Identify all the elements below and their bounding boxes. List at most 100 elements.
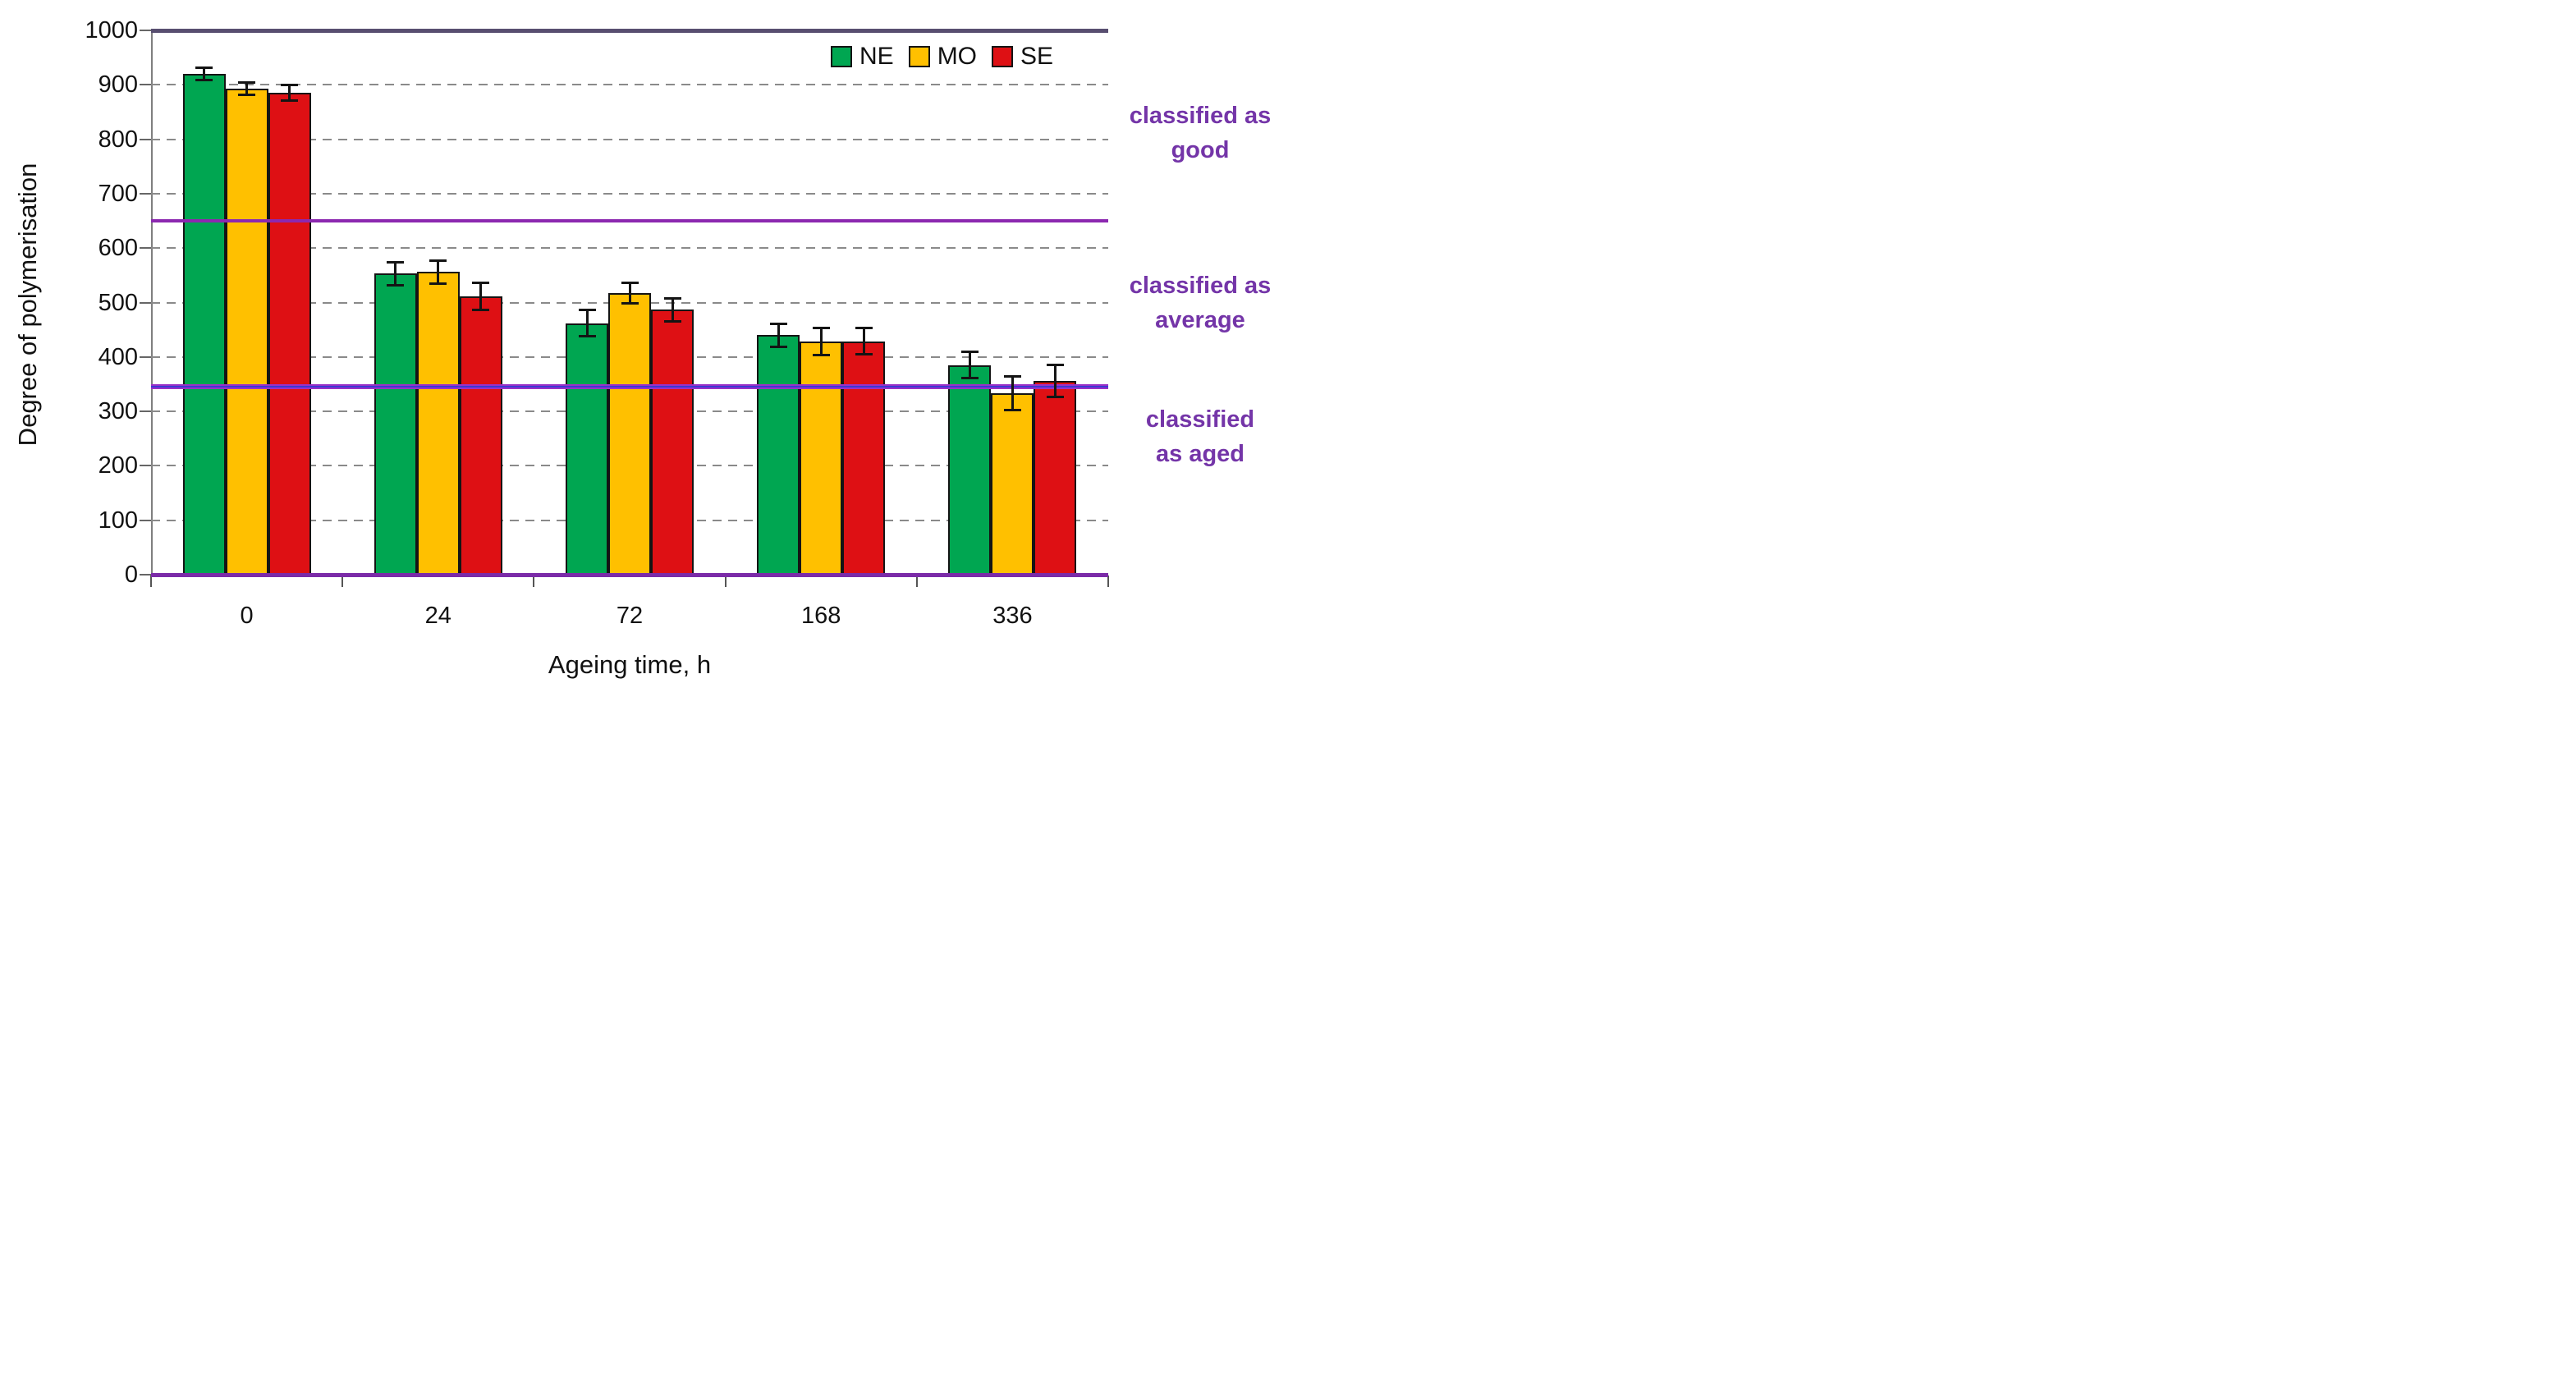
error-cap-bottom-NE-336 <box>960 377 979 380</box>
chart-legend: NE MO SE <box>831 43 1053 71</box>
bar-MO-0 <box>225 88 268 575</box>
zone-label-good-line1: classified as <box>1129 103 1272 129</box>
error-bar-SE-336 <box>1053 365 1057 397</box>
x-tick-label-72: 72 <box>616 603 644 629</box>
gridline-900 <box>151 84 1108 86</box>
y-tick-600 <box>140 247 151 250</box>
error-bar-NE-24 <box>394 261 397 286</box>
error-bar-MO-72 <box>628 282 631 305</box>
y-tick-label-400: 400 <box>98 343 138 370</box>
y-tick-label-1000: 1000 <box>85 17 138 44</box>
error-cap-top-MO-24 <box>429 259 447 262</box>
error-cap-top-MO-0 <box>238 80 256 84</box>
bar-NE-336 <box>948 365 992 575</box>
bar-NE-168 <box>757 335 800 575</box>
y-tick-label-300: 300 <box>98 398 138 425</box>
error-cap-top-SE-336 <box>1046 364 1064 367</box>
legend-label-MO: MO <box>937 43 978 70</box>
error-cap-top-NE-0 <box>195 66 213 70</box>
error-cap-bottom-MO-336 <box>1003 409 1021 412</box>
y-tick-0 <box>140 574 151 575</box>
reference-line-1000 <box>151 28 1108 33</box>
legend-item-SE: SE <box>992 43 1053 71</box>
y-tick-label-900: 900 <box>98 71 138 99</box>
x-tick-100 <box>1107 575 1109 587</box>
y-tick-200 <box>140 465 151 467</box>
bar-NE-0 <box>182 74 226 575</box>
bar-SE-24 <box>459 296 502 575</box>
x-tick-60 <box>724 575 727 587</box>
error-bar-SE-72 <box>671 297 674 322</box>
error-cap-top-SE-24 <box>472 281 490 284</box>
y-tick-label-600: 600 <box>98 235 138 262</box>
y-tick-label-0: 0 <box>124 562 138 588</box>
error-cap-top-MO-168 <box>812 326 830 329</box>
error-cap-top-SE-168 <box>855 326 873 329</box>
error-cap-bottom-SE-336 <box>1046 395 1064 398</box>
reference-line-650 <box>151 219 1108 223</box>
y-tick-1000 <box>140 30 151 31</box>
error-cap-bottom-MO-24 <box>429 282 447 285</box>
error-bar-NE-336 <box>968 351 971 379</box>
error-bar-MO-0 <box>245 81 249 95</box>
x-axis-title: Ageing time, h <box>548 650 712 679</box>
bar-SE-168 <box>842 341 886 575</box>
error-cap-bottom-NE-0 <box>195 78 213 81</box>
error-cap-bottom-NE-72 <box>578 335 596 338</box>
zone-label-average-line2: average <box>1155 307 1245 334</box>
bar-SE-72 <box>651 310 694 575</box>
error-cap-bottom-NE-24 <box>387 283 405 287</box>
legend-swatch-NE <box>831 46 852 67</box>
legend-item-NE: NE <box>831 43 894 71</box>
x-tick-80 <box>915 575 918 587</box>
y-axis-line <box>151 30 153 576</box>
error-bar-MO-24 <box>437 259 440 284</box>
y-tick-700 <box>140 192 151 195</box>
zone-label-average: classified as average <box>1115 268 1286 337</box>
x-tick-0 <box>150 575 152 587</box>
error-bar-NE-72 <box>585 310 589 337</box>
error-cap-bottom-NE-168 <box>769 345 787 348</box>
error-cap-bottom-MO-72 <box>621 302 639 305</box>
error-bar-SE-168 <box>862 327 865 355</box>
error-cap-top-NE-336 <box>960 351 979 354</box>
error-bar-NE-168 <box>777 323 780 347</box>
legend-label-SE: SE <box>1020 43 1054 70</box>
error-cap-bottom-SE-72 <box>663 319 681 323</box>
error-cap-bottom-MO-168 <box>812 354 830 357</box>
error-bar-SE-24 <box>479 282 483 311</box>
bar-chart-figure: Degree of polymerisation 1000 900 800 700 60… <box>0 0 1288 697</box>
x-tick-20 <box>341 575 344 587</box>
zone-label-aged-line1: classified <box>1145 406 1255 433</box>
bar-NE-24 <box>374 273 417 575</box>
y-tick-label-100: 100 <box>98 507 138 534</box>
error-bar-MO-168 <box>819 327 823 356</box>
error-cap-top-MO-72 <box>621 281 639 284</box>
x-tick-label-168: 168 <box>800 603 841 629</box>
y-tick-400 <box>140 355 151 358</box>
bar-MO-168 <box>800 342 843 575</box>
error-cap-bottom-SE-24 <box>472 309 490 312</box>
legend-item-MO: MO <box>908 43 978 71</box>
plot-area <box>151 28 1108 577</box>
y-axis-title: Degree of polymerisation <box>13 163 42 447</box>
legend-label-NE: NE <box>859 43 894 70</box>
error-cap-top-SE-72 <box>663 296 681 300</box>
error-bar-MO-336 <box>1011 376 1014 411</box>
y-tick-label-500: 500 <box>98 289 138 316</box>
zone-label-average-line1: classified as <box>1129 273 1272 299</box>
y-tick-300 <box>140 410 151 413</box>
error-cap-bottom-SE-168 <box>855 353 873 356</box>
x-tick-label-336: 336 <box>992 603 1033 629</box>
bar-NE-72 <box>566 323 608 575</box>
error-cap-top-NE-72 <box>578 309 596 312</box>
bar-SE-336 <box>1034 380 1077 575</box>
zone-label-aged: classified as aged <box>1115 402 1286 471</box>
y-tick-label-700: 700 <box>98 180 138 207</box>
error-cap-top-MO-336 <box>1003 375 1021 378</box>
y-tick-label-800: 800 <box>98 126 138 153</box>
y-tick-500 <box>140 301 151 304</box>
y-tick-900 <box>140 84 151 86</box>
reference-line-345 <box>151 384 1108 390</box>
bar-MO-24 <box>416 272 460 575</box>
